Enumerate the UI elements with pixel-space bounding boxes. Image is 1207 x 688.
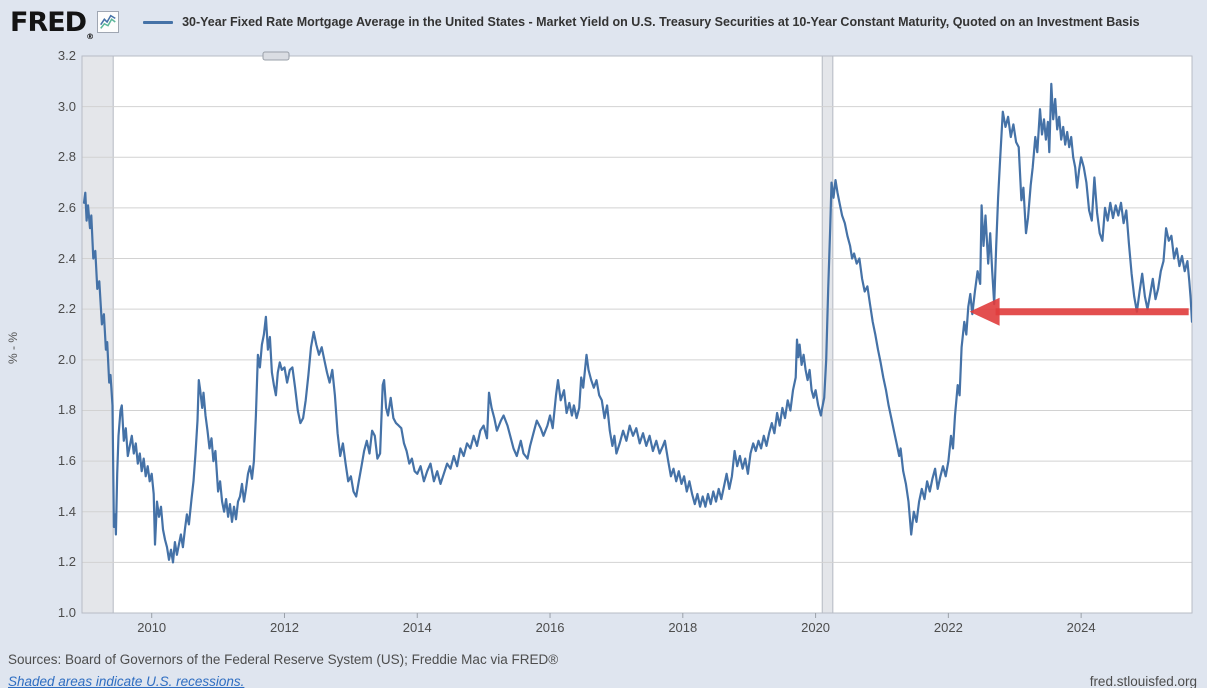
sources-text: Sources: Board of Governors of the Feder…: [8, 652, 559, 667]
x-tick-label: 2018: [668, 620, 698, 635]
fred-logo[interactable]: FRED®: [10, 6, 94, 41]
legend-line-swatch: [143, 20, 174, 24]
registered-mark: ®: [86, 31, 94, 41]
y-tick-label: 1.8: [57, 402, 76, 418]
y-tick-label: 1.4: [57, 503, 76, 519]
data-line[interactable]: [82, 82, 1192, 564]
y-tick-label: 1.2: [57, 554, 76, 570]
plot-border: [81, 55, 1193, 614]
y-tick-label: 3.0: [57, 98, 76, 114]
x-tick-label: 2022: [933, 620, 963, 635]
x-tick-label: 2020: [801, 620, 831, 635]
y-tick-label: 2.6: [57, 199, 76, 215]
legend-label: 30-Year Fixed Rate Mortgage Average in t…: [182, 15, 1140, 29]
plot-area: [82, 56, 1192, 613]
y-tick-label: 1.0: [57, 605, 76, 620]
y-tick-label: 2.8: [57, 149, 76, 165]
recession-note-link[interactable]: Shaded areas indicate U.S. recessions.: [8, 674, 245, 688]
fred-site-label: fred.stlouisfed.org: [1089, 674, 1197, 688]
range-handle: [262, 51, 290, 61]
chart-header: FRED® 30-Year Fixed Rate Mortgage Averag…: [0, 0, 1207, 44]
y-tick-label: 3.2: [57, 48, 76, 63]
x-tick-label: 2010: [137, 620, 167, 635]
y-tick-label: 2.4: [57, 250, 76, 266]
y-tick-label: 2.2: [57, 301, 76, 317]
y-tick-label: 2.0: [57, 351, 76, 367]
arrow-head: [969, 297, 1000, 326]
x-tick-label: 2024: [1066, 620, 1096, 635]
legend[interactable]: 30-Year Fixed Rate Mortgage Average in t…: [143, 15, 1140, 29]
x-tick-label: 2014: [402, 620, 432, 635]
x-tick-label: 2016: [535, 620, 565, 635]
y-tick-label: 1.6: [57, 453, 76, 469]
fred-chart-icon: [97, 11, 120, 33]
chart-canvas[interactable]: [0, 0, 1207, 650]
recession-band: [82, 56, 114, 613]
x-tick-label: 2012: [270, 620, 299, 635]
